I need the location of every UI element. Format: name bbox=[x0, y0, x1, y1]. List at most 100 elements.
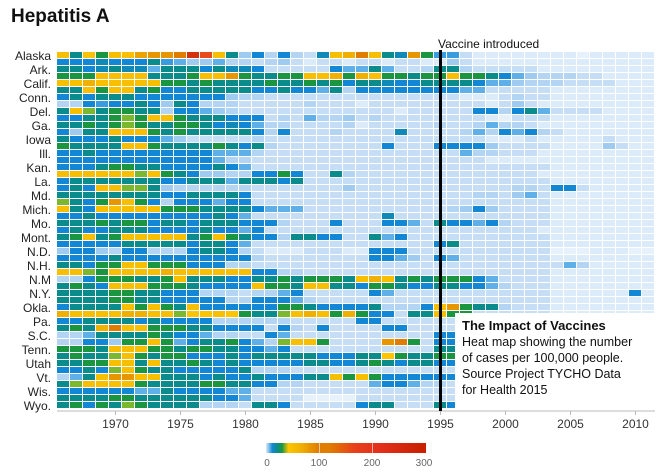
heatmap-cell bbox=[70, 374, 82, 380]
heatmap-cell bbox=[83, 108, 95, 114]
heatmap-cell bbox=[460, 192, 472, 198]
heatmap-cell bbox=[369, 234, 381, 240]
heatmap-cell bbox=[317, 73, 329, 79]
heatmap-cell bbox=[525, 164, 537, 170]
heatmap-cell bbox=[356, 346, 368, 352]
heatmap-cell bbox=[278, 164, 290, 170]
heatmap-cell bbox=[642, 262, 654, 268]
heatmap-cell bbox=[187, 220, 199, 226]
chart-title: Hepatitis A bbox=[11, 6, 110, 27]
heatmap-cell bbox=[590, 129, 602, 135]
heatmap-cell bbox=[447, 164, 459, 170]
heatmap-cell bbox=[148, 87, 160, 93]
heatmap-cell bbox=[317, 297, 329, 303]
heatmap-cell bbox=[603, 297, 615, 303]
heatmap-cell bbox=[343, 185, 355, 191]
heatmap-cell bbox=[538, 185, 550, 191]
heatmap-cell bbox=[174, 192, 186, 198]
heatmap-cell bbox=[291, 199, 303, 205]
heatmap-cell bbox=[499, 213, 511, 219]
heatmap-cell bbox=[304, 381, 316, 387]
heatmap-cell bbox=[551, 178, 563, 184]
heatmap-cell bbox=[96, 311, 108, 317]
heatmap-cell bbox=[408, 129, 420, 135]
heatmap-cell bbox=[252, 332, 264, 338]
heatmap-cell bbox=[187, 185, 199, 191]
heatmap-cell bbox=[603, 262, 615, 268]
heatmap-cell bbox=[291, 346, 303, 352]
heatmap-cell bbox=[252, 101, 264, 107]
heatmap-cell bbox=[590, 255, 602, 261]
heatmap-cell bbox=[265, 59, 277, 65]
heatmap-cell bbox=[278, 367, 290, 373]
heatmap-cell bbox=[473, 248, 485, 254]
heatmap-cell bbox=[343, 311, 355, 317]
heatmap-cell bbox=[109, 143, 121, 149]
heatmap-cell bbox=[161, 115, 173, 121]
heatmap-cell bbox=[265, 262, 277, 268]
heatmap-cell bbox=[382, 101, 394, 107]
heatmap-cell bbox=[135, 164, 147, 170]
heatmap-cell bbox=[356, 108, 368, 114]
heatmap-cell bbox=[525, 150, 537, 156]
heatmap-cell bbox=[538, 283, 550, 289]
heatmap-cell bbox=[226, 164, 238, 170]
heatmap-cell bbox=[343, 108, 355, 114]
heatmap-cell bbox=[226, 108, 238, 114]
heatmap-cell bbox=[356, 290, 368, 296]
heatmap-cell bbox=[200, 136, 212, 142]
heatmap-cell bbox=[304, 52, 316, 58]
heatmap-cell bbox=[83, 122, 95, 128]
heatmap-cell bbox=[629, 255, 641, 261]
heatmap-cell bbox=[213, 115, 225, 121]
heatmap-cell bbox=[161, 143, 173, 149]
heatmap-cell bbox=[382, 150, 394, 156]
heatmap-cell bbox=[109, 304, 121, 310]
heatmap-cell bbox=[252, 108, 264, 114]
heatmap-cell bbox=[200, 248, 212, 254]
heatmap-cell bbox=[265, 367, 277, 373]
heatmap-cell bbox=[382, 241, 394, 247]
heatmap-cell bbox=[499, 304, 511, 310]
legend-tick-label: 200 bbox=[363, 458, 381, 469]
heatmap-cell bbox=[369, 346, 381, 352]
heatmap-cell bbox=[538, 157, 550, 163]
annotation-line: for Health 2015 bbox=[462, 383, 548, 397]
heatmap-cell bbox=[278, 339, 290, 345]
heatmap-cell bbox=[96, 52, 108, 58]
heatmap-cell bbox=[304, 388, 316, 394]
heatmap-cell bbox=[187, 353, 199, 359]
heatmap-cell bbox=[616, 164, 628, 170]
heatmap-cell bbox=[122, 136, 134, 142]
heatmap-cell bbox=[603, 52, 615, 58]
heatmap-cell bbox=[356, 213, 368, 219]
heatmap-cell bbox=[356, 87, 368, 93]
heatmap-cell bbox=[304, 171, 316, 177]
heatmap-cell bbox=[486, 178, 498, 184]
heatmap-cell bbox=[356, 94, 368, 100]
heatmap-cell bbox=[291, 283, 303, 289]
heatmap-cell bbox=[135, 136, 147, 142]
heatmap-cell bbox=[590, 283, 602, 289]
heatmap-cell bbox=[187, 374, 199, 380]
heatmap-cell bbox=[499, 150, 511, 156]
heatmap-cell bbox=[291, 73, 303, 79]
heatmap-cell bbox=[525, 248, 537, 254]
heatmap-cell bbox=[70, 150, 82, 156]
heatmap-cell bbox=[499, 108, 511, 114]
heatmap-cell bbox=[486, 129, 498, 135]
heatmap-cell bbox=[304, 129, 316, 135]
heatmap-cell bbox=[317, 381, 329, 387]
heatmap-cell bbox=[525, 213, 537, 219]
heatmap-cell bbox=[174, 52, 186, 58]
heatmap-cell bbox=[330, 164, 342, 170]
heatmap-cell bbox=[148, 374, 160, 380]
heatmap-cell bbox=[70, 325, 82, 331]
heatmap-cell bbox=[57, 269, 69, 275]
heatmap-cell bbox=[161, 332, 173, 338]
heatmap-cell bbox=[356, 157, 368, 163]
heatmap-cell bbox=[96, 388, 108, 394]
heatmap-cell bbox=[174, 157, 186, 163]
heatmap-cell bbox=[122, 94, 134, 100]
heatmap-cell bbox=[330, 346, 342, 352]
